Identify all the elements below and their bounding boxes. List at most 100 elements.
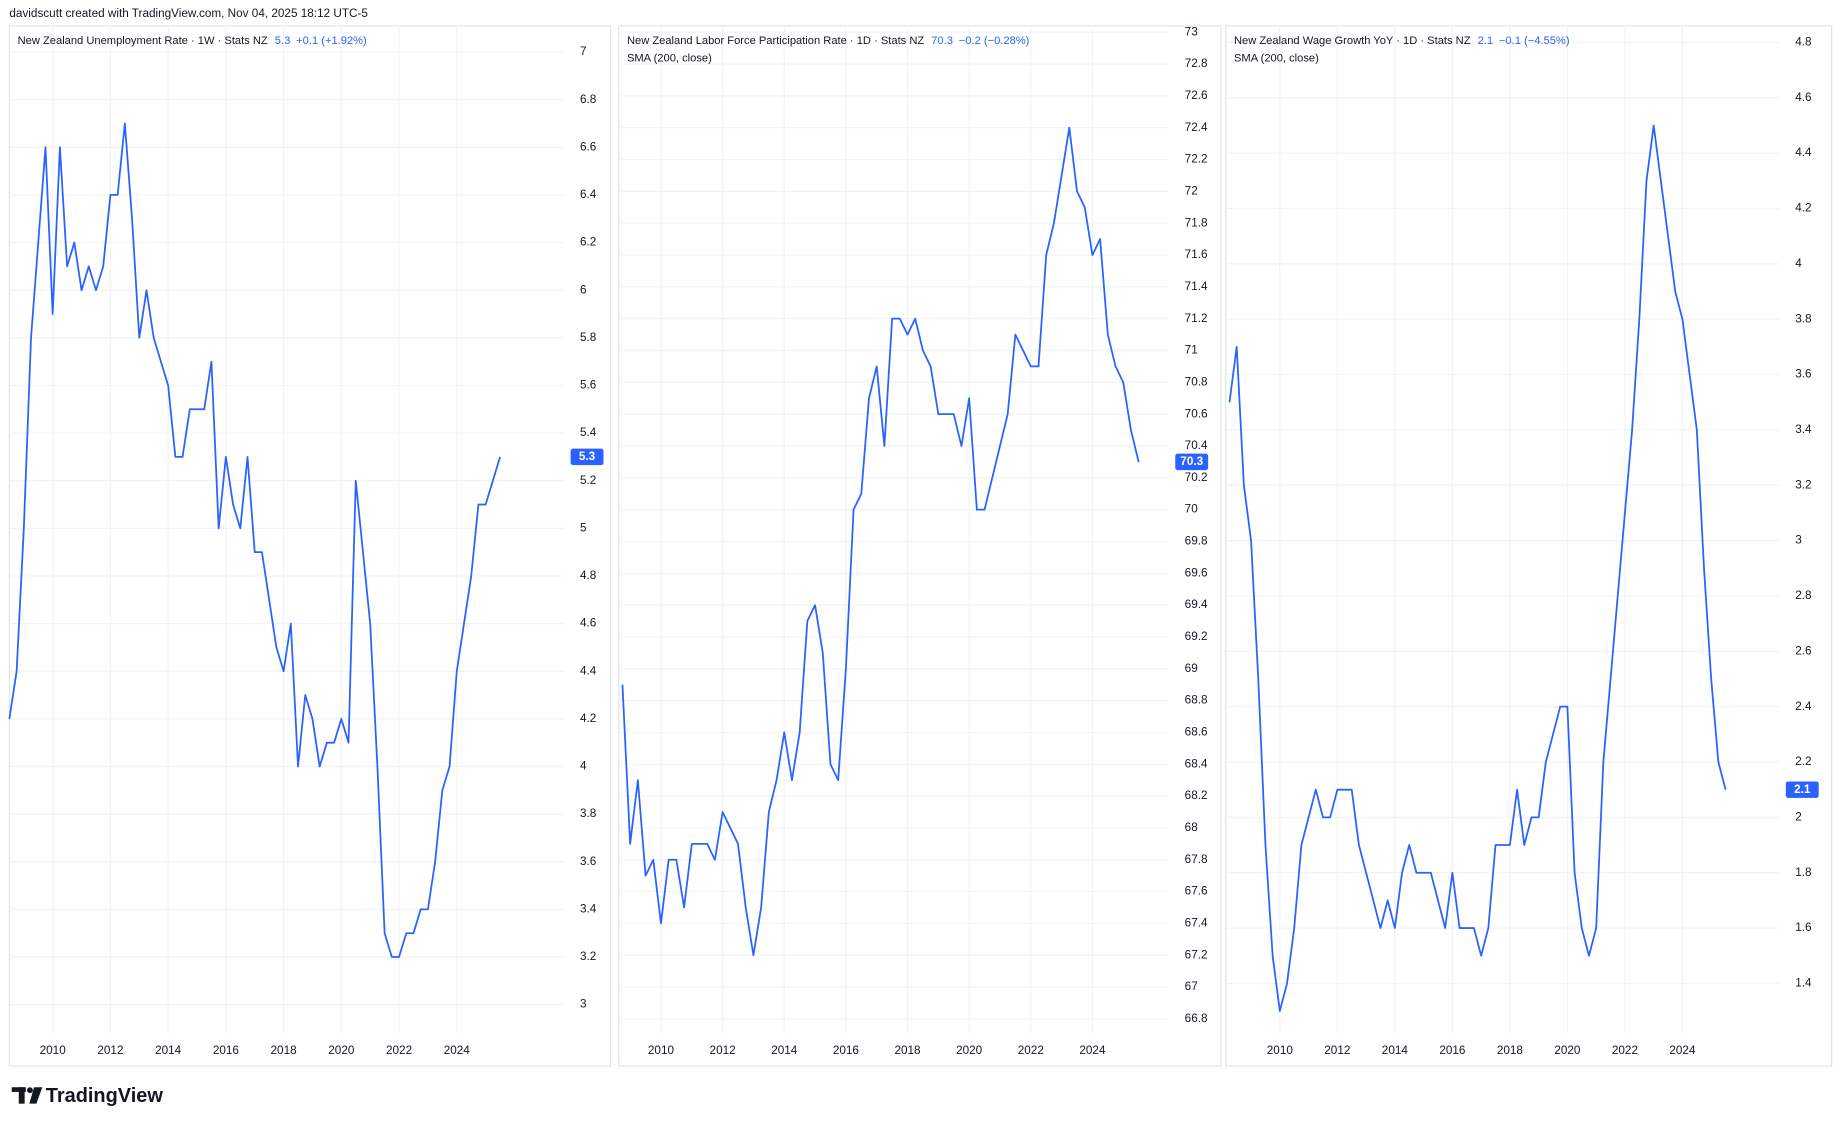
y-tick-label: 3 — [580, 998, 587, 1011]
data-line — [621, 126, 1140, 957]
x-tick-label: 2016 — [833, 1044, 860, 1057]
x-tick-label: 2010 — [648, 1044, 675, 1057]
pane-border — [618, 25, 1222, 1067]
legend-change: +0.1 (+1.92%) — [296, 35, 367, 47]
price-tag — [1785, 781, 1819, 798]
y-tick-label: 3.2 — [1795, 478, 1811, 491]
x-tick-label: 2012 — [1324, 1044, 1350, 1057]
price-tag-label: 5.3 — [579, 450, 596, 463]
y-tick-label: 4 — [580, 760, 587, 773]
y-tick-label: 72 — [1185, 184, 1198, 197]
y-tick-label: 69.8 — [1185, 535, 1208, 548]
legend-change: −0.2 (−0.28%) — [959, 35, 1030, 47]
x-tick-label: 2024 — [1079, 1044, 1106, 1057]
logo-shape — [11, 1087, 26, 1092]
x-tick-label: 2024 — [1669, 1044, 1696, 1057]
y-tick-label: 6.4 — [580, 188, 597, 201]
y-tick-label: 68 — [1185, 821, 1199, 834]
x-tick-label: 2014 — [771, 1044, 798, 1057]
y-tick-label: 7 — [580, 45, 587, 58]
legend-change: −0.1 (−4.55%) — [1499, 35, 1570, 47]
y-tick-label: 72.2 — [1185, 153, 1208, 166]
x-tick-label: 2012 — [710, 1044, 736, 1057]
legend-study: SMA (200, close) — [1234, 53, 1319, 65]
chart-pane: 66.8 67 67.2 67.4 67.6 67.8 68 68.2 68.4 68.6 68.8… — [618, 25, 1222, 1067]
y-tick-label: 4.4 — [580, 664, 597, 677]
legend-title: New Zealand Wage Growth YoY · 1D · Stats… — [1234, 35, 1471, 47]
y-tick-label: 3.2 — [580, 950, 596, 963]
y-tick-label: 2 — [1795, 810, 1802, 823]
y-tick-label: 69.4 — [1185, 598, 1208, 611]
y-tick-label: 3.6 — [580, 855, 597, 868]
y-tick-label: 67 — [1185, 980, 1198, 993]
y-tick-label: 4 — [1795, 257, 1802, 270]
y-tick-label: 4.8 — [1795, 36, 1812, 49]
x-tick-label: 2016 — [1439, 1044, 1466, 1057]
y-tick-label: 67.2 — [1185, 948, 1208, 961]
y-tick-label: 1.6 — [1795, 921, 1812, 934]
y-tick-label: 4.4 — [1795, 146, 1812, 159]
y-tick-label: 5.2 — [580, 474, 596, 487]
panes: 3 3.2 3.4 3.6 3.8 4 4.2 4.4 4.6 4.8 5 5.2 5.4 5.6 5.8 6… — [8, 25, 1833, 1067]
y-tick-label: 5 — [580, 521, 587, 534]
price-tag — [1175, 453, 1209, 471]
y-tick-label: 66.8 — [1185, 1012, 1208, 1025]
y-tick-label: 71.2 — [1185, 312, 1208, 325]
x-tick-label: 2018 — [271, 1044, 298, 1057]
y-tick-label: 6 — [580, 283, 587, 296]
y-tick-label: 67.4 — [1185, 917, 1208, 930]
legend-study: SMA (200, close) — [627, 53, 712, 65]
data-line — [8, 122, 501, 958]
x-tick-label: 2018 — [1497, 1044, 1524, 1057]
y-tick-label: 3.8 — [580, 807, 597, 820]
y-tick-label: 6.6 — [580, 140, 597, 153]
header-text: davidscutt created with TradingView.com,… — [9, 7, 368, 20]
legend-last-value: 70.3 — [931, 35, 953, 47]
x-tick-label: 2018 — [894, 1044, 921, 1057]
y-tick-label: 3.4 — [1795, 423, 1812, 436]
y-tick-label: 4.2 — [1795, 202, 1811, 215]
x-tick-label: 2014 — [155, 1044, 182, 1057]
y-tick-label: 69.2 — [1185, 630, 1208, 643]
y-tick-label: 68.8 — [1185, 694, 1208, 707]
x-tick-label: 2016 — [213, 1044, 240, 1057]
y-tick-label: 72.6 — [1185, 89, 1208, 102]
y-tick-label: 3.8 — [1795, 312, 1812, 325]
y-tick-label: 3.6 — [1795, 368, 1812, 381]
logo-shape — [29, 1087, 43, 1104]
logo-shape — [27, 1087, 33, 1094]
y-tick-label: 3.4 — [580, 902, 597, 915]
y-tick-label: 5.8 — [580, 331, 597, 344]
price-tag — [570, 448, 604, 466]
y-tick-label: 70.4 — [1185, 439, 1208, 452]
y-tick-label: 69 — [1185, 662, 1198, 675]
y-tick-label: 71.4 — [1185, 280, 1208, 293]
pane-border — [8, 25, 612, 1067]
y-tick-label: 72.8 — [1185, 57, 1208, 70]
price-tag-label: 70.3 — [1180, 455, 1203, 468]
x-tick-label: 2020 — [328, 1044, 355, 1057]
y-tick-label: 2.4 — [1795, 700, 1812, 713]
x-tick-label: 2020 — [956, 1044, 983, 1057]
x-tick-label: 2012 — [97, 1044, 123, 1057]
y-tick-label: 4.2 — [580, 712, 596, 725]
y-tick-label: 71.8 — [1185, 216, 1208, 229]
price-tag-label: 2.1 — [1794, 783, 1811, 796]
y-tick-label: 3 — [1795, 534, 1802, 547]
y-tick-label: 70 — [1185, 503, 1199, 516]
x-tick-label: 2010 — [1267, 1044, 1294, 1057]
y-tick-label: 68.2 — [1185, 789, 1208, 802]
legend-last-value: 5.3 — [275, 35, 291, 47]
y-tick-label: 71.6 — [1185, 248, 1208, 261]
x-tick-label: 2010 — [40, 1044, 67, 1057]
x-tick-label: 2020 — [1554, 1044, 1581, 1057]
x-tick-label: 2022 — [386, 1044, 412, 1057]
y-tick-label: 68.6 — [1185, 726, 1208, 739]
pane-border — [1225, 25, 1833, 1067]
y-tick-label: 5.6 — [580, 379, 597, 392]
y-tick-label: 2.8 — [1795, 589, 1812, 602]
y-tick-label: 2.6 — [1795, 644, 1812, 657]
